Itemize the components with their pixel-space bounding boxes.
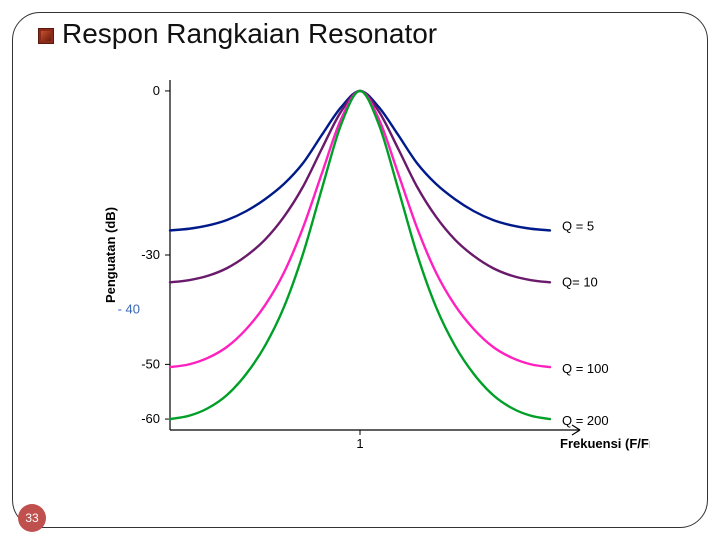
legend-label: Q = 5 [562, 218, 594, 233]
series-curve [170, 91, 550, 367]
series-curve [170, 91, 550, 230]
resonator-chart: 0 -30 -50 -60 - 40 1 Frekuensi (F/Fr) Penguatan… [90, 70, 650, 470]
series-curve [170, 91, 550, 282]
ytick-label: -30 [141, 247, 160, 262]
y-axis-label: Penguatan (dB) [103, 207, 118, 303]
slide-title: Respon Rangkaian Resonator [62, 18, 437, 50]
x-axis-label: Frekuensi (F/Fr) [560, 436, 650, 451]
ytick-label: -60 [141, 411, 160, 426]
ytick-label: -50 [141, 356, 160, 371]
bullet-icon [38, 28, 54, 44]
ytick-label: 0 [153, 83, 160, 98]
series-curve [170, 91, 550, 419]
xtick-label: 1 [356, 436, 363, 451]
page-number-badge: 33 [18, 504, 46, 532]
legend-label: Q = 200 [562, 413, 609, 428]
legend-label: Q = 100 [562, 361, 609, 376]
legend-label: Q= 10 [562, 274, 598, 289]
annotation-40: - 40 [118, 302, 140, 317]
